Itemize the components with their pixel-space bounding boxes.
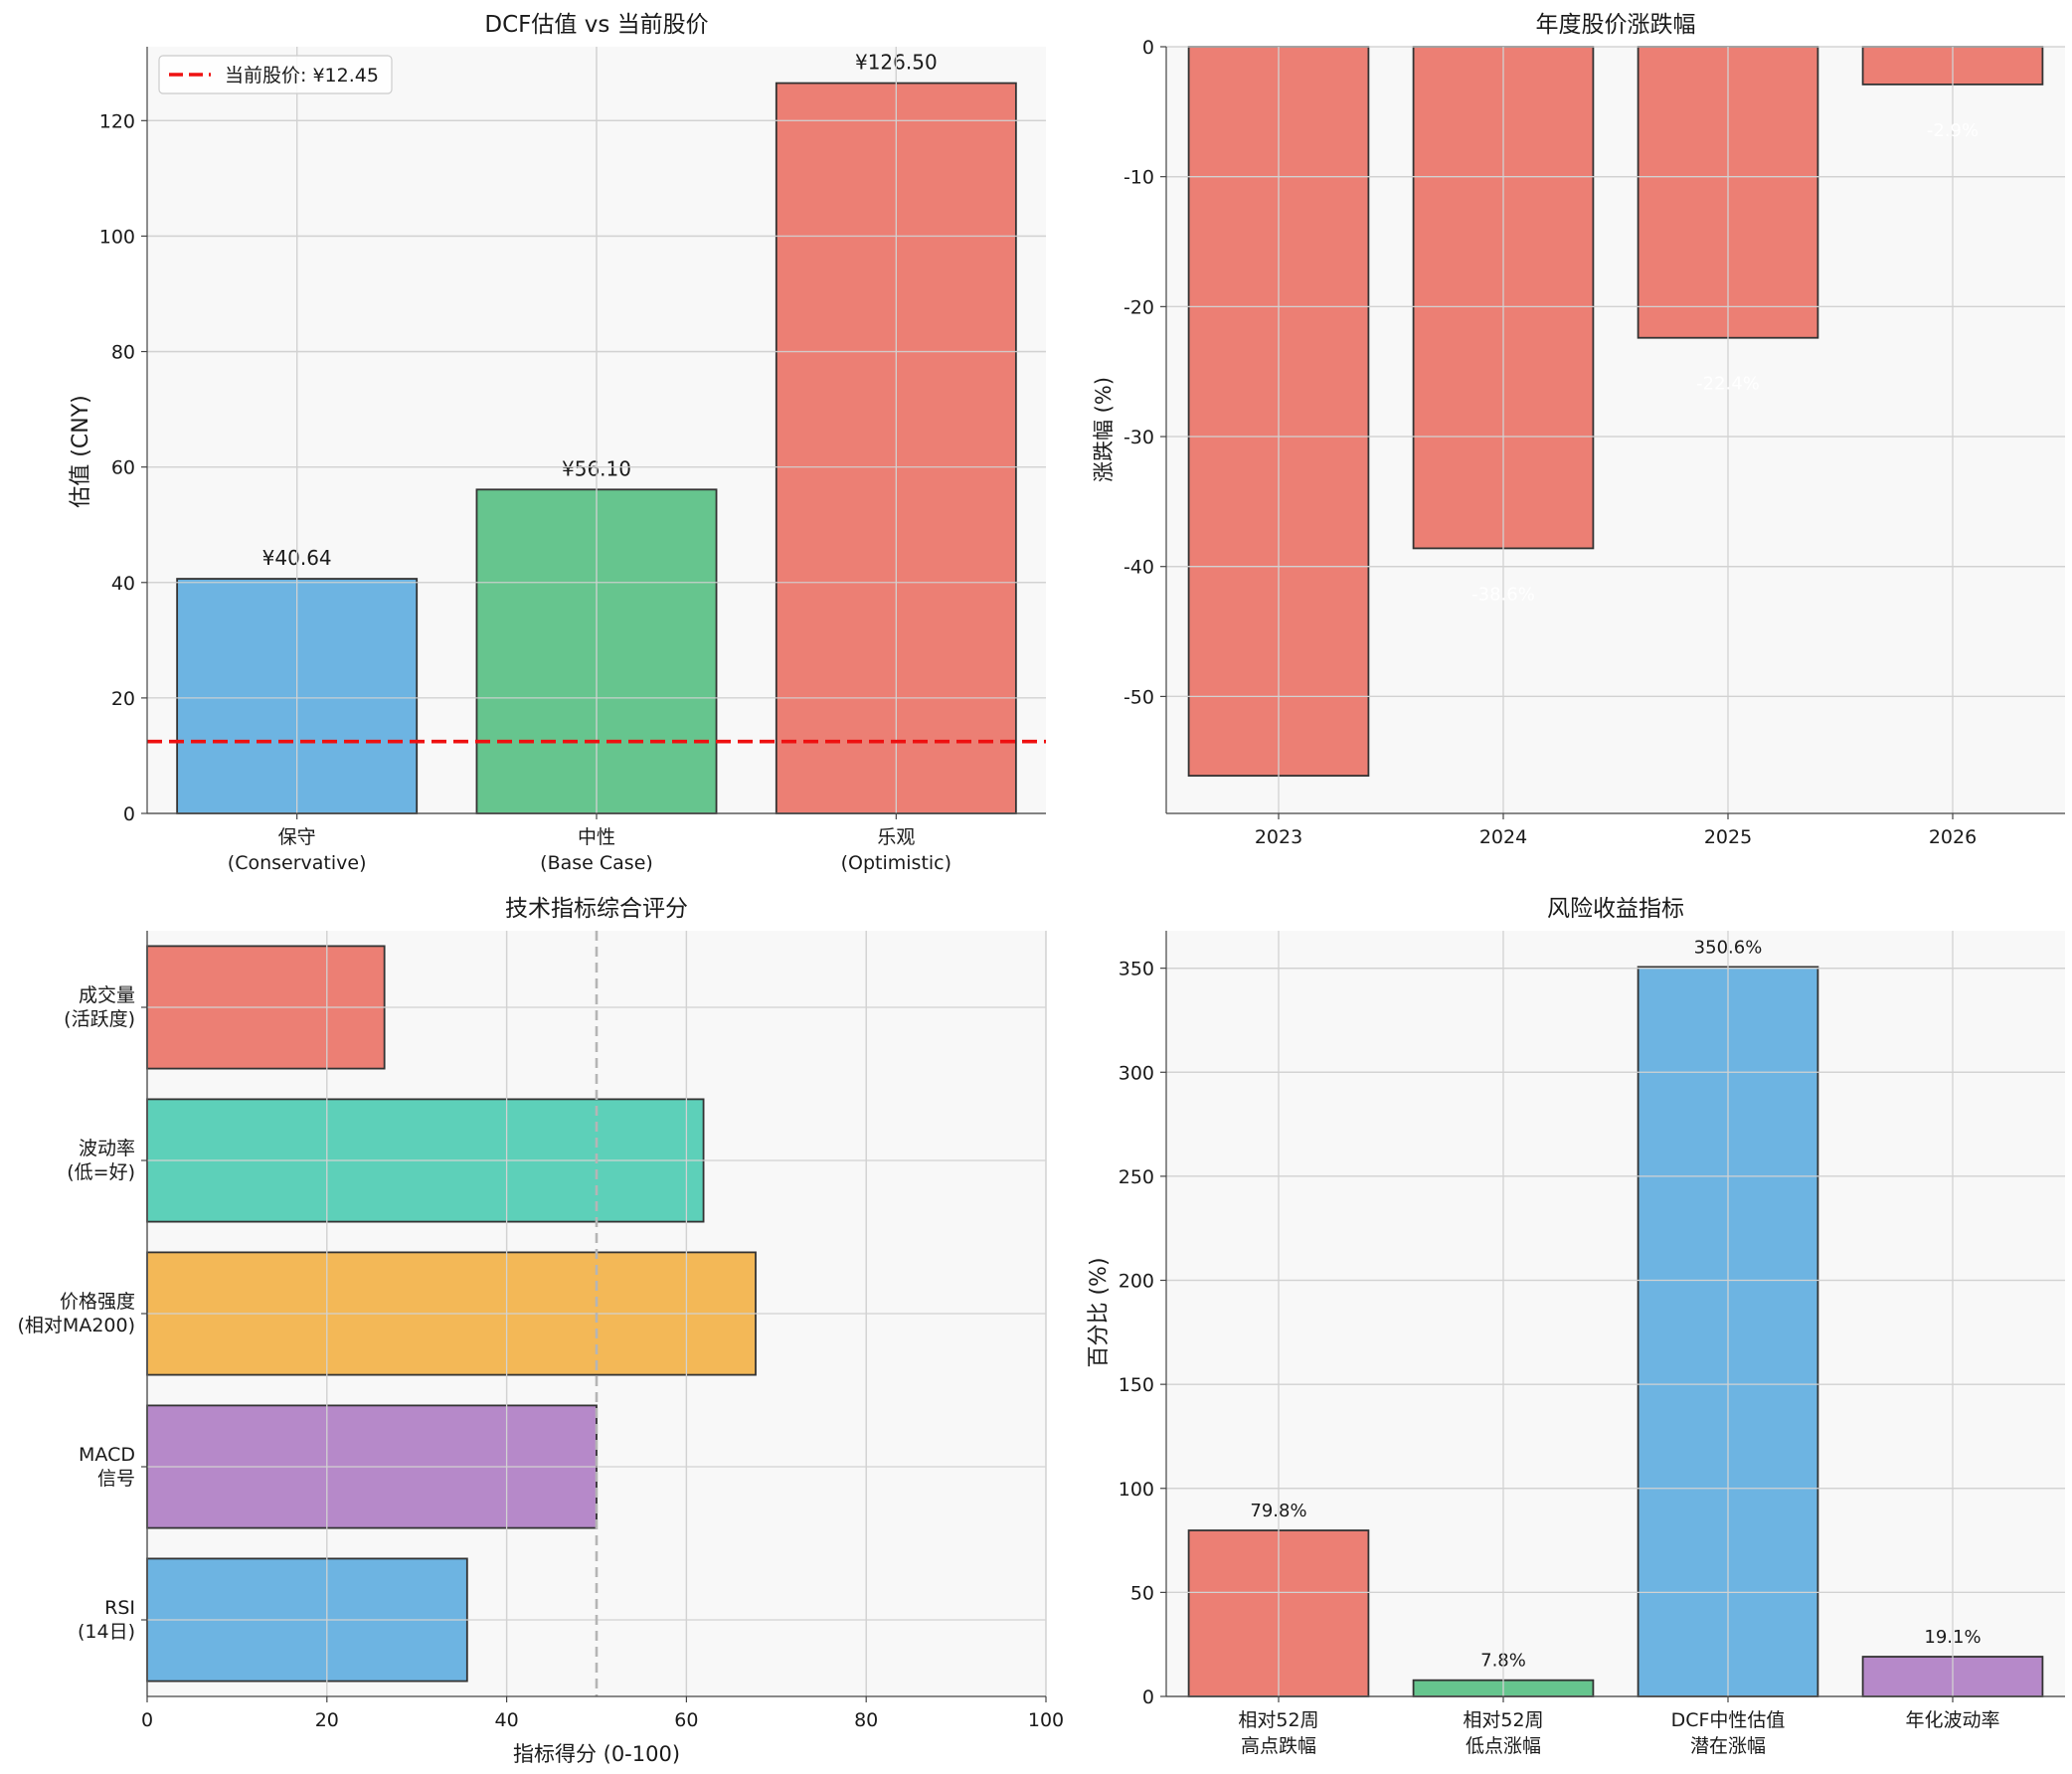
tech-x-tick-label: 80 [854, 1709, 878, 1731]
risk-x-tick-label: DCF中性估值潜在涨幅 [1671, 1709, 1786, 1757]
risk-return-chart: 风险收益指标 百分比 (%) 79.8%7.8%350.6%19.1%05010… [1087, 896, 2065, 1757]
annual-bar-value-label: -2.9% [1927, 120, 1979, 141]
tech-y-tick-label: RSI (14日) [78, 1597, 135, 1643]
annual-y-tick-label: -20 [1123, 296, 1154, 318]
tech-x-axis-label: 指标得分 (0-100) [513, 1742, 680, 1766]
dcf-x-tick-label: 保守(Conservative) [228, 826, 367, 874]
risk-y-tick-label: 300 [1119, 1062, 1154, 1084]
annual-bar-value-label: -22.4% [1696, 374, 1760, 395]
dcf-legend: 当前股价: ¥12.45 [158, 55, 393, 94]
tech-x-tick-label: 100 [1028, 1709, 1064, 1731]
risk-y-tick-label: 150 [1119, 1374, 1154, 1396]
annual-bar-value-label: -56.1% [1247, 811, 1310, 832]
dcf-y-tick-label: 120 [99, 110, 135, 132]
tech-y-tick-label: 成交量(活跃度) [64, 984, 135, 1030]
dcf-y-tick-label: 40 [111, 573, 135, 595]
technical-score-chart: 技术指标综合评分 指标得分 (0-100) 0 20 40 60 80 100 RSI (14… [18, 896, 1065, 1766]
dcf-y-tick-label: 80 [111, 342, 135, 364]
legend-label: 当前股价: ¥12.45 [225, 65, 379, 87]
risk-y-tick-label: 250 [1119, 1166, 1154, 1188]
dcf-y-tick-label: 60 [111, 457, 135, 479]
annual-y-tick-label: 0 [1142, 37, 1154, 59]
annual-y-tick-label: -30 [1123, 427, 1154, 448]
risk-y-tick-label: 200 [1119, 1271, 1154, 1293]
dcf-x-tick-label: 中性(Base Case) [540, 826, 653, 874]
annual-y-tick-label: -10 [1123, 167, 1154, 189]
risk-x-tick-label: 相对52周低点涨幅 [1463, 1709, 1543, 1757]
risk-y-tick-label: 100 [1119, 1479, 1154, 1501]
annual-bar-value-label: -38.6% [1471, 584, 1535, 605]
risk-x-tick-label: 相对52周高点跌幅 [1238, 1709, 1318, 1757]
tech-x-tick-label: 60 [674, 1709, 698, 1731]
dcf-y-axis-label: 估值 (CNY) [69, 395, 93, 507]
dcf-x-tick-label: 乐观(Optimistic) [841, 826, 951, 874]
tech-y-tick-label: 波动率(低=好) [67, 1138, 135, 1183]
annual-y-tick-label: -50 [1123, 686, 1154, 708]
annual-y-axis-label: 涨跌幅 (%) [1092, 377, 1116, 482]
dcf-y-tick-label: 20 [111, 688, 135, 710]
tech-y-tick-label: 价格强度(相对MA200) [18, 1291, 135, 1336]
tech-y-tick-label: MACD 信号 [79, 1444, 135, 1490]
dcf-y-tick-label: 100 [99, 226, 135, 248]
annual-chart-title: 年度股价涨跌幅 [1536, 12, 1696, 38]
dcf-chart-title: DCF估值 vs 当前股价 [484, 12, 708, 38]
annual-x-tick-label: 2025 [1704, 826, 1752, 848]
risk-y-axis-label: 百分比 (%) [1087, 1257, 1112, 1367]
risk-y-tick-label: 0 [1142, 1686, 1154, 1708]
tech-chart-title: 技术指标综合评分 [505, 896, 688, 922]
dcf-valuation-chart: DCF估值 vs 当前股价 估值 (CNY) ¥40.64¥56.10¥126.… [69, 12, 1046, 874]
annual-x-tick-label: 2026 [1929, 826, 1977, 848]
risk-x-tick-label: 年化波动率 [1905, 1709, 1999, 1731]
annual-x-tick-label: 2023 [1255, 826, 1302, 848]
annual-y-tick-label: -40 [1123, 557, 1154, 579]
annual-x-tick-label: 2024 [1479, 826, 1527, 848]
risk-chart-title: 风险收益指标 [1547, 896, 1684, 922]
tech-x-tick-label: 40 [495, 1709, 519, 1731]
annual-change-chart: 年度股价涨跌幅 涨跌幅 (%) -56.1% -38.6% -22.4% -2.9% 0… [1092, 12, 2065, 848]
tech-x-tick-label: 20 [315, 1709, 339, 1731]
risk-y-tick-label: 50 [1130, 1582, 1154, 1604]
tech-x-tick-label: 0 [141, 1709, 153, 1731]
risk-y-tick-label: 350 [1119, 959, 1154, 980]
dcf-y-tick-label: 0 [123, 803, 135, 825]
legend-box [158, 55, 393, 94]
